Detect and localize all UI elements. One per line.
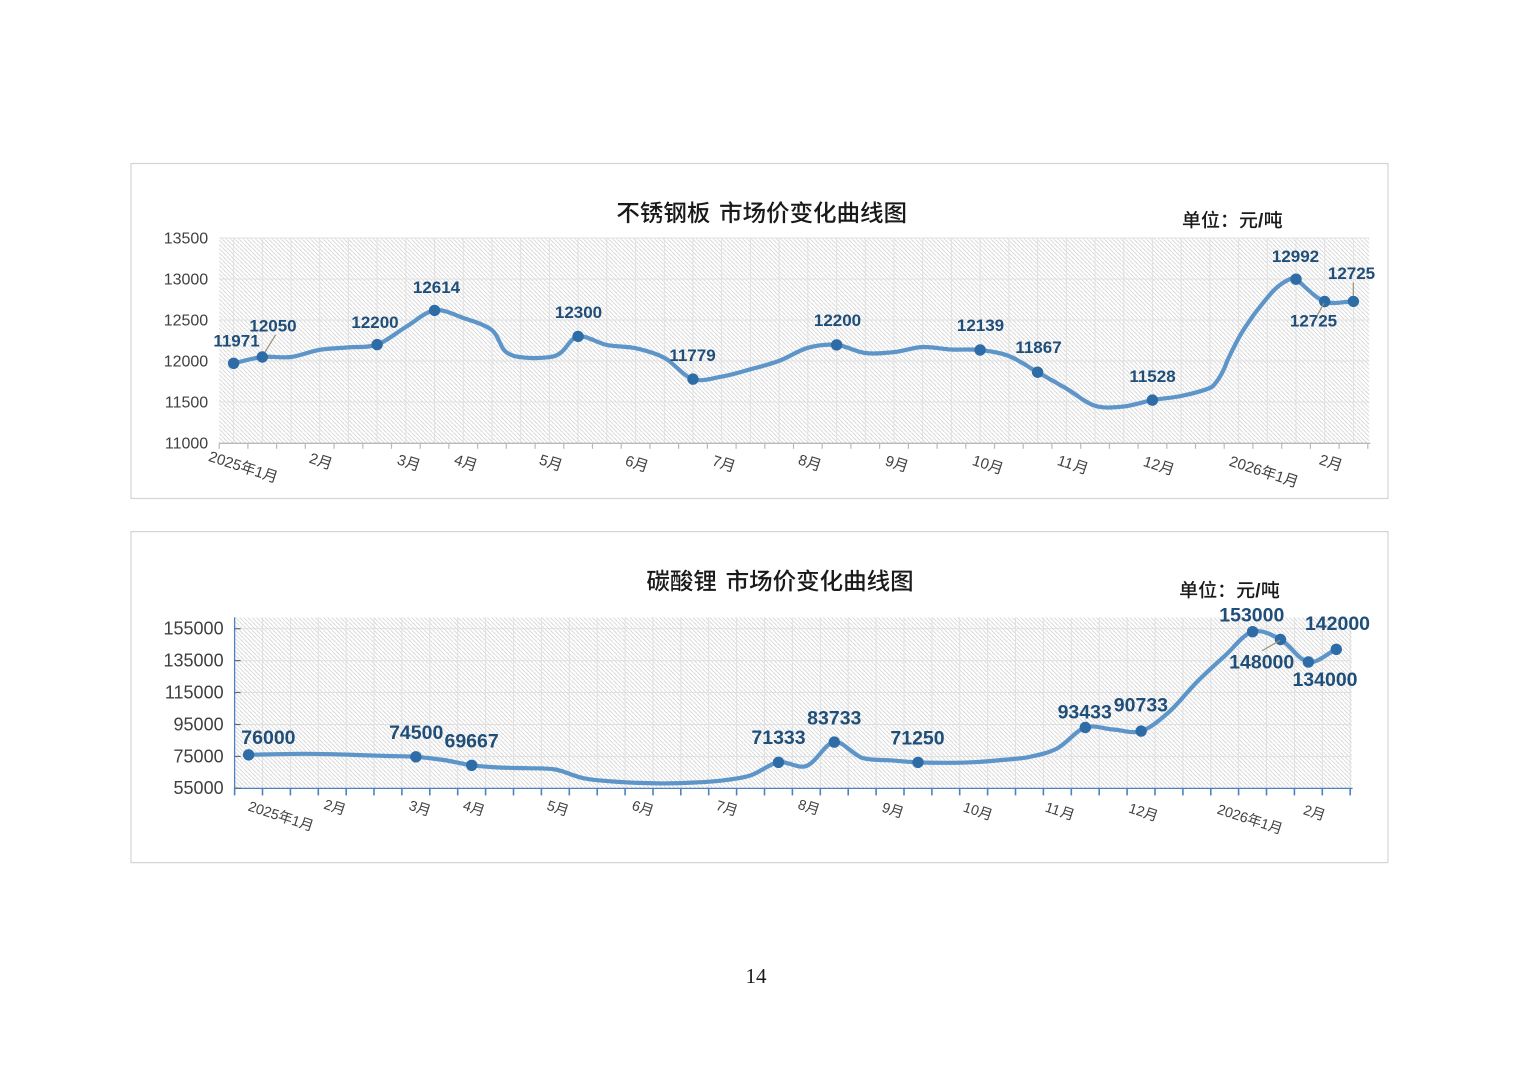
svg-text:75000: 75000 (174, 746, 224, 766)
svg-text:11779: 11779 (669, 346, 715, 365)
svg-text:12: 12 (1141, 453, 1162, 474)
svg-text:11867: 11867 (1015, 338, 1061, 357)
svg-text:12139: 12139 (957, 316, 1004, 335)
svg-text:13000: 13000 (164, 271, 209, 288)
svg-text:93433: 93433 (1058, 701, 1112, 723)
svg-text:12300: 12300 (555, 303, 602, 322)
svg-text:76000: 76000 (241, 727, 295, 749)
svg-text:12725: 12725 (1290, 311, 1337, 330)
svg-text:12: 12 (1126, 801, 1146, 821)
svg-text:/: / (1258, 211, 1264, 232)
svg-text:69667: 69667 (444, 730, 498, 752)
svg-text:74500: 74500 (389, 722, 443, 744)
svg-text:10: 10 (970, 452, 991, 473)
svg-text:135000: 135000 (164, 651, 224, 671)
svg-text:71250: 71250 (890, 727, 944, 749)
svg-text:11500: 11500 (165, 394, 208, 411)
svg-text:11971: 11971 (213, 331, 259, 350)
svg-text:148000: 148000 (1229, 651, 1294, 673)
svg-text:90733: 90733 (1114, 695, 1168, 717)
svg-text:12614: 12614 (413, 278, 461, 297)
svg-text:12200: 12200 (814, 311, 861, 330)
svg-text:134000: 134000 (1292, 669, 1357, 691)
svg-text:11: 11 (1043, 800, 1062, 820)
svg-text:12200: 12200 (351, 313, 398, 332)
svg-text:12000: 12000 (164, 353, 209, 370)
svg-text:12500: 12500 (164, 312, 209, 329)
svg-text:13500: 13500 (164, 230, 209, 247)
svg-text:12725: 12725 (1328, 264, 1375, 283)
svg-text:11000: 11000 (165, 436, 208, 453)
svg-text:155000: 155000 (164, 619, 224, 639)
svg-text:55000: 55000 (174, 778, 224, 798)
svg-text:/: / (1255, 581, 1261, 602)
svg-text:11: 11 (1055, 452, 1075, 473)
svg-text:153000: 153000 (1219, 605, 1284, 627)
svg-text:10: 10 (961, 800, 981, 820)
svg-text:12050: 12050 (249, 316, 296, 335)
svg-text:142000: 142000 (1305, 613, 1370, 635)
svg-text:83733: 83733 (807, 708, 861, 730)
svg-text:12992: 12992 (1272, 247, 1319, 266)
svg-text:115000: 115000 (165, 682, 224, 702)
svg-text:14: 14 (746, 964, 768, 988)
svg-text:95000: 95000 (174, 714, 224, 734)
svg-text:71333: 71333 (751, 727, 805, 749)
svg-text:11528: 11528 (1129, 367, 1175, 386)
